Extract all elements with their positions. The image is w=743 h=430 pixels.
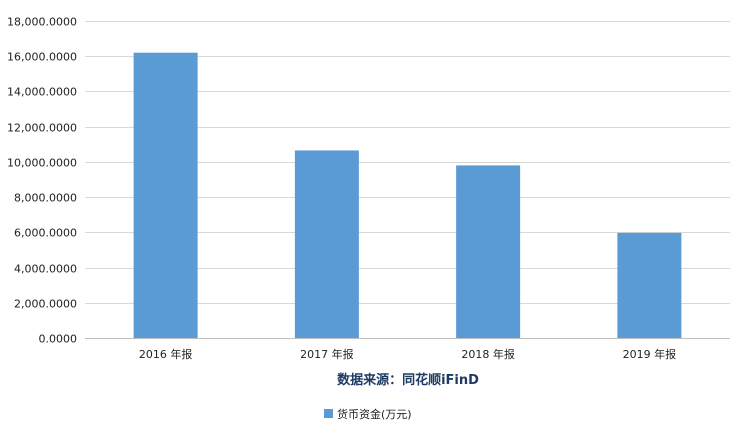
- bar: [617, 232, 682, 338]
- y-tick-label: 16,000.0000: [7, 51, 77, 64]
- y-tick-label: 8,000.0000: [14, 192, 77, 205]
- bar: [133, 52, 198, 338]
- bar: [456, 165, 521, 338]
- x-tick-label: 2019 年报: [623, 347, 677, 361]
- bars: [133, 52, 682, 338]
- x-tick-label: 2017 年报: [300, 347, 354, 361]
- y-tick-label: 4,000.0000: [14, 263, 77, 276]
- y-tick-label: 12,000.0000: [7, 122, 77, 135]
- y-tick-label: 6,000.0000: [14, 227, 77, 240]
- y-tick-label: 14,000.0000: [7, 86, 77, 99]
- y-axis-ticks: 0.0000 2,000.0000 4,000.0000 6,000.0000 8,00…: [7, 16, 77, 346]
- x-axis-ticks: 2016 年报 2017 年报 2018 年报 2019 年报: [139, 347, 676, 361]
- bar: [294, 150, 359, 338]
- y-tick-label: 0.0000: [39, 333, 78, 346]
- y-tick-label: 18,000.0000: [7, 16, 77, 29]
- legend-label: 货币资金(万元): [337, 407, 412, 421]
- x-tick-label: 2016 年报: [139, 347, 193, 361]
- y-tick-label: 10,000.0000: [7, 157, 77, 170]
- legend: 货币资金(万元): [324, 407, 412, 421]
- x-axis-label: 数据来源：同花顺iFinD: [337, 372, 479, 388]
- legend-swatch: [324, 409, 333, 418]
- y-tick-label: 2,000.0000: [14, 298, 77, 311]
- x-tick-label: 2018 年报: [461, 347, 515, 361]
